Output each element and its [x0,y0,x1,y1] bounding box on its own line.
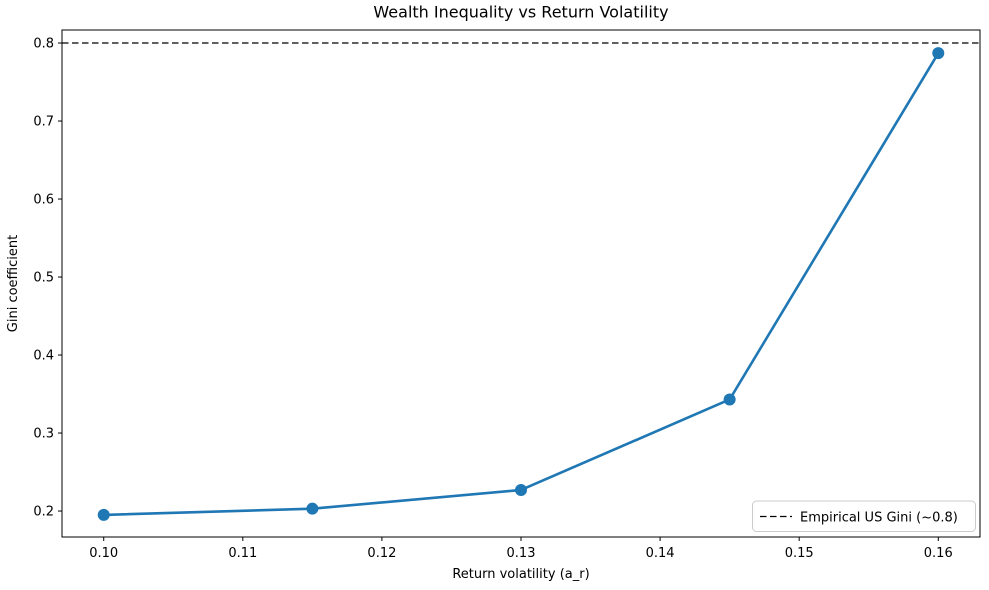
y-tick-label: 0.4 [33,349,54,364]
y-tick-label: 0.5 [33,271,54,286]
data-point [515,483,527,496]
y-axis-ticks: 0.2 0.3 0.4 0.5 0.6 0.7 0.8 [33,37,62,520]
legend-box [752,500,976,532]
y-axis-label: Gini coefficient [6,235,21,332]
x-tick-label: 0.11 [228,546,257,561]
y-tick-label: 0.6 [33,193,54,208]
data-markers [97,47,945,521]
data-point [97,508,110,521]
x-tick-label: 0.14 [646,546,675,561]
x-tick-label: 0.15 [785,546,814,561]
x-axis-ticks: 0.10 0.11 0.12 0.13 0.14 0.15 0.16 [89,537,953,561]
x-tick-label: 0.16 [924,546,953,561]
y-tick-label: 0.2 [33,505,54,520]
y-tick-label: 0.3 [33,427,54,442]
chart-title: Wealth Inequality vs Return Volatility [373,3,668,22]
data-point [306,502,319,515]
data-point [723,393,736,406]
x-tick-label: 0.13 [507,546,536,561]
y-tick-label: 0.7 [33,115,54,130]
legend: Empirical US Gini (~0.8) [752,500,976,532]
y-tick-label: 0.8 [33,37,54,52]
x-tick-label: 0.12 [367,546,396,561]
data-line [102,51,940,517]
x-axis-label: Return volatility (a_r) [452,567,589,582]
x-tick-label: 0.10 [89,546,118,561]
data-point [932,47,945,60]
legend-label: Empirical US Gini (~0.8) [800,511,958,526]
plot-border [61,29,981,538]
